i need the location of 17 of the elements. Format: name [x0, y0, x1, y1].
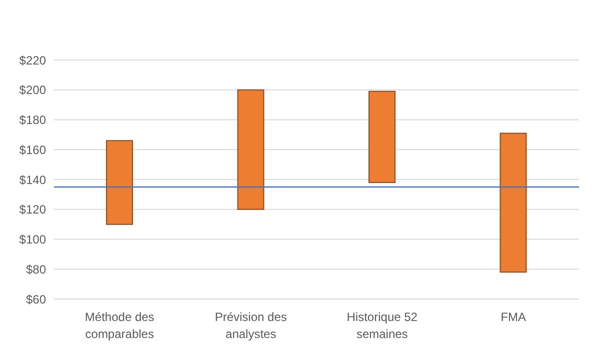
y-tick-label: $60 [26, 292, 46, 306]
x-tick-label: Prévision des analystes [214, 310, 287, 341]
y-tick-label: $140 [19, 172, 46, 187]
x-tick-label: Méthode des comparables [84, 310, 154, 341]
y-tick-label: $200 [19, 83, 46, 98]
bar [106, 140, 133, 225]
y-tick-label: $120 [19, 202, 46, 217]
y-tick-label: $160 [19, 142, 46, 157]
x-tick-label: FMA [500, 310, 526, 324]
y-tick-label: $80 [26, 262, 46, 276]
y-tick-label: $100 [19, 232, 46, 247]
bar [500, 132, 527, 273]
bar [237, 89, 264, 210]
y-tick-label: $180 [19, 113, 46, 128]
bar [368, 90, 396, 183]
y-tick-label: $220 [19, 53, 46, 68]
x-tick-label: Historique 52 semaines [346, 310, 418, 341]
